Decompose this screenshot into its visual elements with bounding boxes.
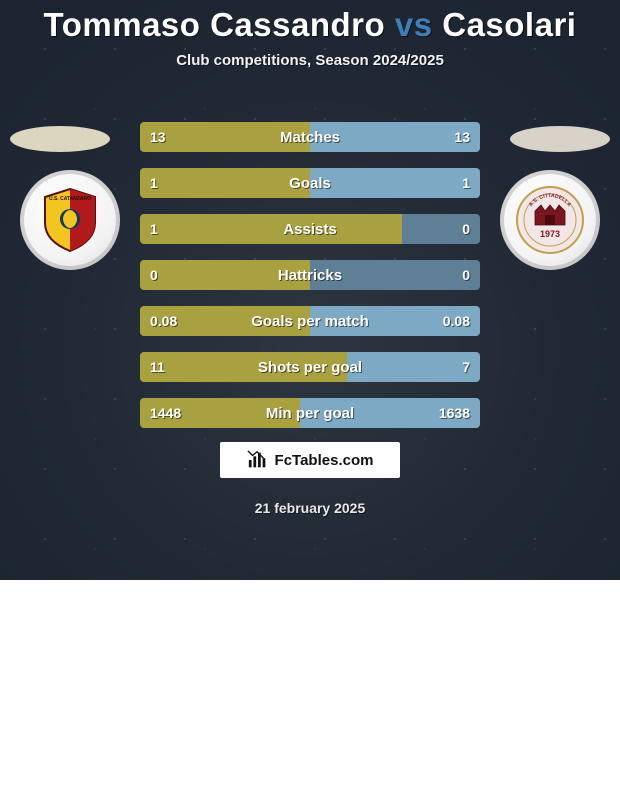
comparison-chart: U.S. CATANZARO 1973 A.S. CITTADELLA	[0, 122, 620, 442]
bar-chart-icon	[247, 449, 269, 471]
stat-row: Goals per match0.080.08	[140, 306, 480, 336]
svg-text:U.S. CATANZARO: U.S. CATANZARO	[49, 196, 91, 202]
player-right-photo-placeholder	[510, 126, 610, 152]
stat-rows: Matches1313 Goals11 Assists10 Hattricks00 Go…	[140, 122, 480, 444]
club-crest-right-badge: 1973 A.S. CITTADELLA	[515, 185, 585, 255]
brand-badge[interactable]: FcTables.com	[220, 442, 400, 478]
title-vs: vs	[395, 6, 433, 43]
stat-bar-right	[310, 122, 480, 152]
stat-bar-left	[140, 306, 310, 336]
stat-bar-left	[140, 168, 310, 198]
stat-bar-right	[300, 398, 480, 428]
footer-date: 21 february 2025	[0, 500, 620, 516]
comparison-title: Tommaso Cassandro vs Casolari	[0, 0, 620, 44]
stat-bar-right	[310, 306, 480, 336]
brand-text: FcTables.com	[275, 452, 374, 469]
club-crest-left: U.S. CATANZARO	[20, 170, 120, 270]
club-crest-right: 1973 A.S. CITTADELLA	[500, 170, 600, 270]
stat-bar-right	[402, 214, 480, 244]
club-crest-left-badge: U.S. CATANZARO	[35, 185, 105, 255]
stat-bar-right	[310, 260, 480, 290]
title-player-left: Tommaso Cassandro	[44, 6, 386, 43]
stat-row: Goals11	[140, 168, 480, 198]
stat-bar-right	[347, 352, 480, 382]
title-player-right: Casolari	[442, 6, 576, 43]
stat-bar-left	[140, 260, 310, 290]
stat-row: Matches1313	[140, 122, 480, 152]
stat-bar-left	[140, 122, 310, 152]
stat-bar-left	[140, 398, 300, 428]
stat-bar-right	[310, 168, 480, 198]
shield-icon: 1973 A.S. CITTADELLA	[515, 185, 585, 255]
stat-bar-left	[140, 214, 402, 244]
crest-year: 1973	[540, 229, 560, 239]
stat-bar-left	[140, 352, 347, 382]
stat-row: Assists10	[140, 214, 480, 244]
stat-row: Hattricks00	[140, 260, 480, 290]
stat-row: Shots per goal117	[140, 352, 480, 382]
shield-icon: U.S. CATANZARO	[35, 185, 105, 255]
comparison-subtitle: Club competitions, Season 2024/2025	[0, 52, 620, 69]
stat-row: Min per goal14481638	[140, 398, 480, 428]
player-left-photo-placeholder	[10, 126, 110, 152]
